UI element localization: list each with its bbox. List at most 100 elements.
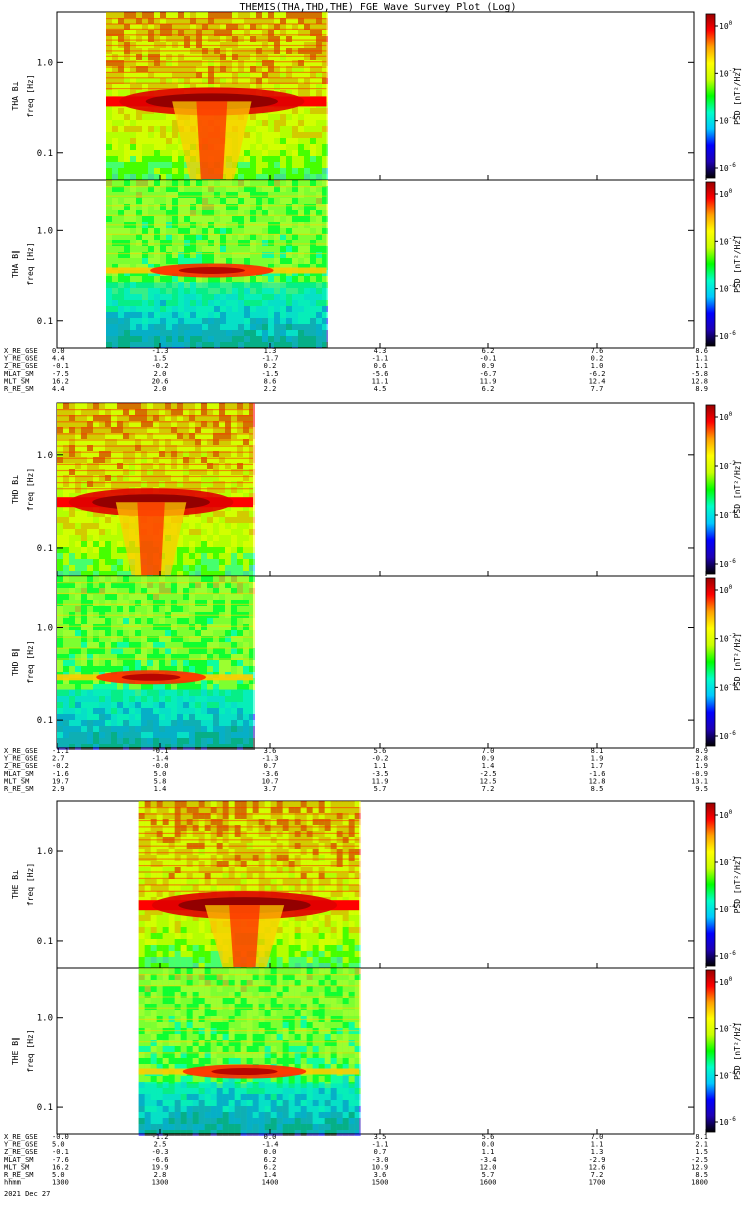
- texture-cell: [81, 648, 87, 654]
- texture-cell: [268, 174, 274, 180]
- texture-cell: [322, 240, 328, 246]
- texture-cell: [99, 624, 105, 630]
- texture-cell: [231, 660, 237, 666]
- texture-cell: [225, 511, 231, 517]
- texture-cell: [99, 535, 105, 541]
- texture-cell: [111, 517, 117, 523]
- texture-cell: [280, 12, 286, 18]
- texture-cell: [117, 666, 123, 672]
- colorbar-label: PSD [nT²/Hz]: [733, 235, 742, 293]
- texture-cell: [135, 624, 141, 630]
- texture-cell: [201, 630, 207, 636]
- texture-cell: [159, 594, 165, 600]
- texture-cell: [112, 204, 118, 210]
- texture-cell: [256, 114, 262, 120]
- colorbar-label: PSD [nT²/Hz]: [733, 67, 742, 125]
- texture-cell: [337, 849, 343, 855]
- texture-cell: [219, 684, 225, 690]
- texture-cell: [249, 559, 255, 565]
- texture-cell: [304, 132, 310, 138]
- harmonic-stripe: [57, 427, 253, 428]
- texture-cell: [286, 168, 292, 174]
- texture-cell: [130, 162, 136, 168]
- texture-cell: [172, 174, 178, 180]
- texture-cell: [124, 36, 130, 42]
- texture-cell: [87, 642, 93, 648]
- colorbar-tick-base: 10: [719, 117, 729, 126]
- texture-cell: [145, 927, 151, 933]
- texture-cell: [319, 921, 325, 927]
- texture-cell: [280, 240, 286, 246]
- texture-cell: [105, 529, 111, 535]
- texture-cell: [274, 258, 280, 264]
- texture-cell: [231, 529, 237, 535]
- texture-cell: [154, 246, 160, 252]
- texture-cell: [148, 120, 154, 126]
- texture-cell: [172, 150, 178, 156]
- y-tick-label: 0.1: [37, 544, 53, 554]
- texture-cell: [178, 204, 184, 210]
- texture-cell: [304, 114, 310, 120]
- texture-cell: [87, 624, 93, 630]
- texture-cell: [106, 174, 112, 180]
- texture-cell: [93, 553, 99, 559]
- texture-cell: [99, 648, 105, 654]
- texture-cell: [87, 487, 93, 493]
- texture-cell: [256, 180, 262, 186]
- texture-cell: [154, 174, 160, 180]
- texture-cell: [178, 258, 184, 264]
- texture-cell: [292, 198, 298, 204]
- texture-cell: [247, 879, 253, 885]
- texture-cell: [69, 535, 75, 541]
- texture-cell: [75, 660, 81, 666]
- texture-cell: [271, 885, 277, 891]
- texture-cell: [148, 174, 154, 180]
- harmonic-stripe: [106, 224, 327, 225]
- texture-cell: [286, 114, 292, 120]
- texture-cell: [298, 120, 304, 126]
- texture-cell: [141, 630, 147, 636]
- texture-cell: [160, 144, 166, 150]
- texture-cell: [219, 403, 225, 409]
- texture-cell: [57, 565, 63, 571]
- texture-cell: [265, 849, 271, 855]
- texture-cell: [154, 198, 160, 204]
- texture-cell: [177, 403, 183, 409]
- texture-cell: [184, 54, 190, 60]
- texture-cell: [337, 825, 343, 831]
- harmonic-stripe: [106, 56, 327, 57]
- texture-cell: [331, 921, 337, 927]
- texture-cell: [280, 144, 286, 150]
- texture-cell: [99, 559, 105, 565]
- texture-cell: [268, 126, 274, 132]
- harmonic-stripe: [57, 446, 253, 447]
- texture-cell: [307, 921, 313, 927]
- texture-cell: [166, 150, 172, 156]
- texture-cell: [295, 849, 301, 855]
- texture-cell: [145, 915, 151, 921]
- texture-cell: [196, 60, 202, 66]
- texture-cell: [69, 600, 75, 606]
- texture-cell: [202, 246, 208, 252]
- texture-cell: [106, 162, 112, 168]
- texture-cell: [226, 240, 232, 246]
- texture-cell: [207, 529, 213, 535]
- texture-cell: [322, 216, 328, 222]
- texture-cell: [243, 541, 249, 547]
- texture-cell: [256, 12, 262, 18]
- texture-cell: [304, 90, 310, 96]
- texture-cell: [225, 553, 231, 559]
- texture-cell: [112, 156, 118, 162]
- texture-cell: [207, 660, 213, 666]
- texture-cell: [166, 126, 172, 132]
- texture-cell: [154, 54, 160, 60]
- texture-cell: [217, 885, 223, 891]
- texture-cell: [298, 54, 304, 60]
- texture-cell: [201, 535, 207, 541]
- texture-cell: [69, 403, 75, 409]
- texture-cell: [172, 204, 178, 210]
- texture-cell: [184, 240, 190, 246]
- texture-cell: [343, 885, 349, 891]
- texture-cell: [63, 660, 69, 666]
